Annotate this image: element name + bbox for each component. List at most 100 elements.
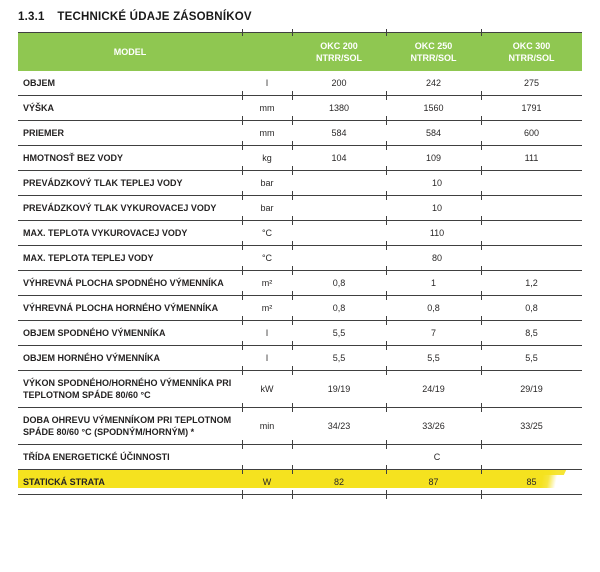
value-cell: 0,8 xyxy=(291,295,386,324)
param-label: STATICKÁ STRATA xyxy=(18,469,242,495)
value-cell: 584 xyxy=(385,120,481,149)
value-cell: 8,5 xyxy=(480,320,582,349)
param-label: PRIEMER xyxy=(18,120,242,146)
value-cell: 0,8 xyxy=(291,270,386,299)
column-tick xyxy=(481,464,482,474)
param-label: PREVÁDZKOVÝ TLAK VYKUROVACEJ VODY xyxy=(18,195,242,221)
unit-cell: min xyxy=(241,407,292,448)
unit-cell: bar xyxy=(241,170,292,199)
value-cell: 85 xyxy=(480,469,582,498)
column-tick xyxy=(481,265,482,275)
unit-cell: m² xyxy=(241,295,292,324)
value-cell-span: C xyxy=(291,444,582,474)
table-row: TŘÍDA ENERGETICKÉ ÚČINNOSTI C xyxy=(18,444,582,474)
value-cell: 7 xyxy=(385,320,481,349)
section-number: 1.3.1 xyxy=(18,11,45,23)
value-cell: 1,2 xyxy=(480,270,582,299)
param-label: VÝŠKA xyxy=(18,95,242,121)
table-row: VÝHREVNÁ PLOCHA HORNÉHO VÝMENNÍKA m² 0,8 0,… xyxy=(18,295,582,324)
value-cell-span: 80 xyxy=(291,245,582,275)
param-label: OBJEM SPODNÉHO VÝMENNÍKA xyxy=(18,320,242,346)
unit-cell: kg xyxy=(241,145,292,174)
header-model-label: MODEL xyxy=(18,32,242,71)
param-label: VÝKON SPODNÉHO/HORNÉHO VÝMENNÍKA PRI TEP… xyxy=(18,370,242,408)
param-label: MAX. TEPLOTA VYKUROVACEJ VODY xyxy=(18,220,242,246)
value-cell: 5,5 xyxy=(385,345,481,374)
value-cell: 24/19 xyxy=(385,370,481,411)
unit-cell: l xyxy=(241,345,292,374)
value-cell: 109 xyxy=(385,145,481,174)
column-tick xyxy=(386,240,387,250)
value-cell: 19/19 xyxy=(291,370,386,411)
param-label: VÝHREVNÁ PLOCHA SPODNÉHO VÝMENNÍKA xyxy=(18,270,242,296)
table-row: OBJEM HORNÉHO VÝMENNÍKA l 5,5 5,5 5,5 xyxy=(18,345,582,374)
column-tick xyxy=(386,190,387,200)
value-cell: 87 xyxy=(385,469,481,498)
value-cell: 5,5 xyxy=(480,345,582,374)
column-tick xyxy=(481,190,482,200)
unit-cell: kW xyxy=(241,370,292,411)
param-label: DOBA OHREVU VÝMENNÍKOM PRI TEPLOTNOM SPÁ… xyxy=(18,407,242,445)
value-cell: 584 xyxy=(291,120,386,149)
unit-cell: °C xyxy=(241,220,292,249)
value-cell: 1 xyxy=(385,270,481,299)
value-cell: 29/19 xyxy=(480,370,582,411)
value-cell-span: 110 xyxy=(291,220,582,250)
unit-cell: °C xyxy=(241,245,292,274)
param-label: MAX. TEPLOTA TEPLEJ VODY xyxy=(18,245,242,271)
value-cell-span: 10 xyxy=(291,170,582,200)
table-row: PREVÁDZKOVÝ TLAK TEPLEJ VODY bar 10 xyxy=(18,170,582,200)
param-label: HMOTNOSŤ BEZ VODY xyxy=(18,145,242,171)
table-body: OBJEM l 200 242 275 VÝŠKA mm 1380 1560 1791 PRIEME… xyxy=(18,71,582,498)
table-row: VÝŠKA mm 1380 1560 1791 xyxy=(18,95,582,124)
table-header: MODEL OKC 200 NTRR/SOL OKC 250 NTRR/SOL OK… xyxy=(18,29,582,71)
value-cell: 1380 xyxy=(291,95,386,124)
table-row: DOBA OHREVU VÝMENNÍKOM PRI TEPLOTNOM SPÁ… xyxy=(18,407,582,448)
table-row: PRIEMER mm 584 584 600 xyxy=(18,120,582,149)
table-row: STATICKÁ STRATA W 82 87 85 xyxy=(18,469,582,498)
header-unit-spacer xyxy=(241,29,292,71)
column-tick xyxy=(386,464,387,474)
unit-cell: m² xyxy=(241,270,292,299)
value-cell: 275 xyxy=(480,71,582,99)
value-cell: 33/26 xyxy=(385,407,481,448)
unit-cell: l xyxy=(241,71,292,99)
unit-cell: mm xyxy=(241,120,292,149)
unit-cell: mm xyxy=(241,95,292,124)
value-cell: 34/23 xyxy=(291,407,386,448)
column-tick xyxy=(481,215,482,225)
unit-cell: W xyxy=(241,469,292,498)
table-row: PREVÁDZKOVÝ TLAK VYKUROVACEJ VODY bar 10 xyxy=(18,195,582,225)
value-cell: 1560 xyxy=(385,95,481,124)
param-label: OBJEM xyxy=(18,71,242,96)
value-cell: 200 xyxy=(291,71,386,99)
table-row: VÝHREVNÁ PLOCHA SPODNÉHO VÝMENNÍKA m² 0,8 1… xyxy=(18,270,582,299)
table-row: HMOTNOSŤ BEZ VODY kg 104 109 111 xyxy=(18,145,582,174)
table-row: VÝKON SPODNÉHO/HORNÉHO VÝMENNÍKA PRI TEP… xyxy=(18,370,582,411)
value-cell: 1791 xyxy=(480,95,582,124)
unit-cell xyxy=(241,444,292,473)
unit-cell: l xyxy=(241,320,292,349)
param-label: VÝHREVNÁ PLOCHA HORNÉHO VÝMENNÍKA xyxy=(18,295,242,321)
header-col-model-3: OKC 300 NTRR/SOL xyxy=(480,29,582,71)
param-label: PREVÁDZKOVÝ TLAK TEPLEJ VODY xyxy=(18,170,242,196)
header-col-model-2: OKC 250 NTRR/SOL xyxy=(385,29,481,71)
value-cell-span: 10 xyxy=(291,195,582,225)
column-tick xyxy=(481,240,482,250)
column-tick xyxy=(386,215,387,225)
param-label: OBJEM HORNÉHO VÝMENNÍKA xyxy=(18,345,242,371)
value-cell: 5,5 xyxy=(291,345,386,374)
value-cell: 0,8 xyxy=(480,295,582,324)
value-cell: 600 xyxy=(480,120,582,149)
spec-table: MODEL OKC 200 NTRR/SOL OKC 250 NTRR/SOL OK… xyxy=(18,29,582,498)
value-cell: 33/25 xyxy=(480,407,582,448)
column-tick xyxy=(386,265,387,275)
value-cell: 0,8 xyxy=(385,295,481,324)
table-row: OBJEM SPODNÉHO VÝMENNÍKA l 5,5 7 8,5 xyxy=(18,320,582,349)
value-cell: 242 xyxy=(385,71,481,99)
unit-cell: bar xyxy=(241,195,292,224)
value-cell: 82 xyxy=(291,469,386,498)
table-row: MAX. TEPLOTA TEPLEJ VODY °C 80 xyxy=(18,245,582,275)
value-cell: 104 xyxy=(291,145,386,174)
